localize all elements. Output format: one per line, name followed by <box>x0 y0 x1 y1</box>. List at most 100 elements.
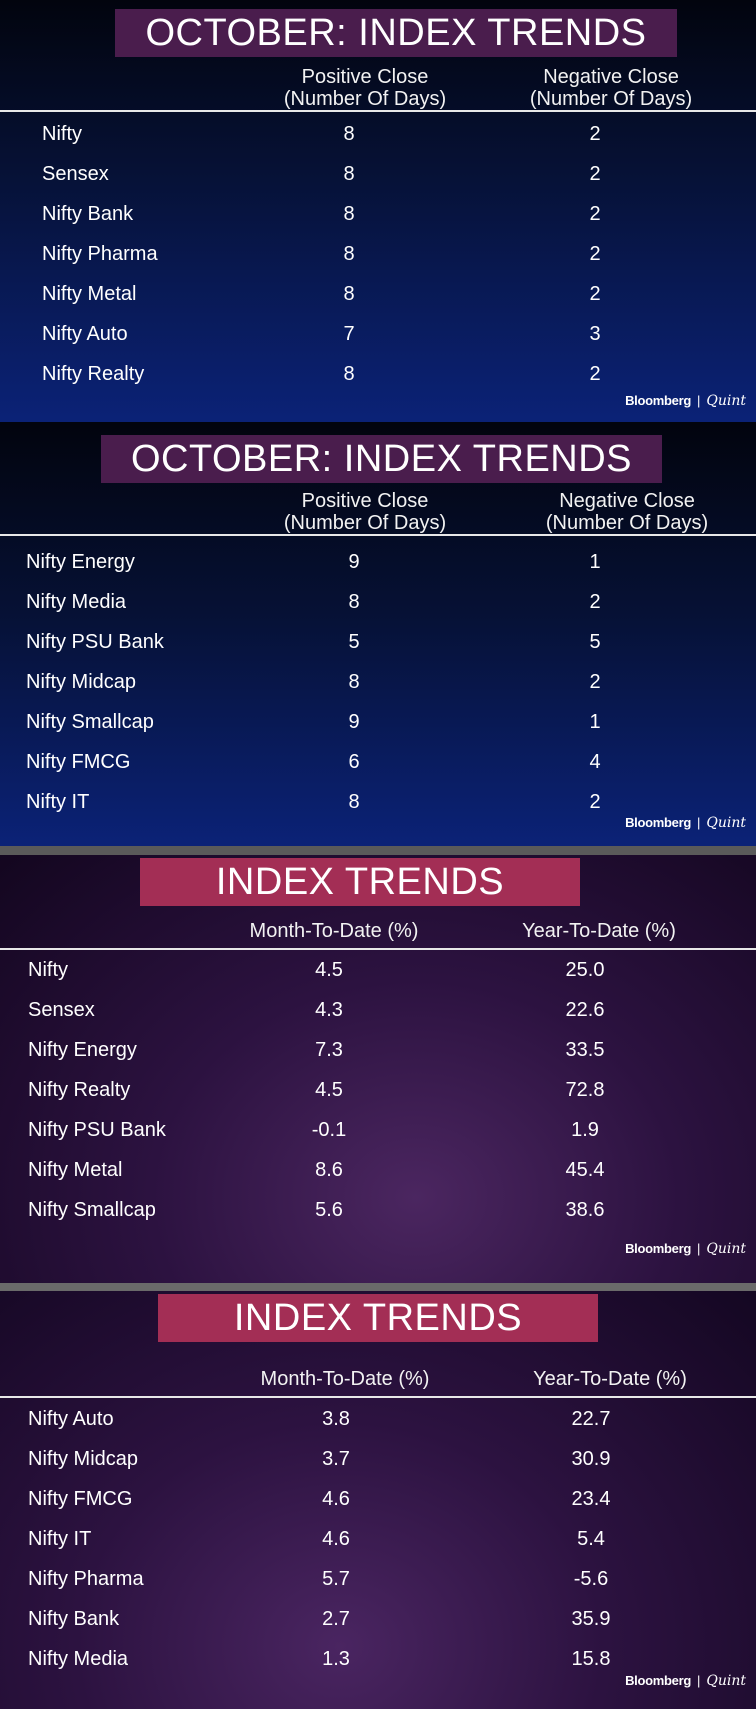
row-label: Nifty Realty <box>42 363 145 385</box>
row-value-2: 2 <box>589 203 601 225</box>
table-row: Nifty Energy 7.3 33.5 <box>0 1032 756 1068</box>
row-value-2: 2 <box>589 283 601 305</box>
row-value-1: 8 <box>343 363 355 385</box>
panel-separator <box>0 1283 756 1291</box>
table-row: Nifty PSU Bank 5 5 <box>0 624 756 660</box>
row-value-2: -5.6 <box>573 1568 609 1590</box>
table-row: Nifty Realty 8 2 <box>0 356 756 392</box>
row-value-2: 2 <box>589 163 601 185</box>
row-value-1: 4.6 <box>322 1528 350 1550</box>
row-value-2: 2 <box>589 363 601 385</box>
row-label: Nifty Pharma <box>42 243 158 265</box>
row-value-2: 72.8 <box>565 1079 605 1101</box>
table-row: Nifty PSU Bank -0.1 1.9 <box>0 1112 756 1148</box>
column-header-negative: Negative Close (Number Of Days) <box>529 66 693 110</box>
row-label: Nifty <box>42 123 82 145</box>
header-divider <box>0 534 756 536</box>
table-row: Nifty Pharma 8 2 <box>0 236 756 272</box>
row-value-1: 8 <box>348 791 360 813</box>
row-value-1: 4.6 <box>322 1488 350 1510</box>
table-row: Sensex 8 2 <box>0 156 756 192</box>
header-divider <box>0 948 756 950</box>
row-value-2: 25.0 <box>565 959 605 981</box>
row-value-1: 8 <box>343 243 355 265</box>
row-value-2: 35.9 <box>571 1608 611 1630</box>
row-value-2: 1 <box>589 711 601 733</box>
row-label: Nifty Midcap <box>28 1448 139 1470</box>
row-value-2: 4 <box>589 751 601 773</box>
table-row: Nifty Bank 8 2 <box>0 196 756 232</box>
row-label: Sensex <box>42 163 109 185</box>
table-row: Nifty 8 2 <box>0 116 756 152</box>
brand-divider: | <box>696 1241 701 1256</box>
table-row: Nifty Bank 2.7 35.9 <box>0 1601 756 1637</box>
row-value-2: 1.9 <box>571 1119 599 1141</box>
table-row: Nifty IT 8 2 <box>0 784 756 820</box>
table-row: Nifty IT 4.6 5.4 <box>0 1521 756 1557</box>
row-value-1: 3.8 <box>322 1408 350 1430</box>
brand-name: Bloomberg <box>625 1241 691 1256</box>
column-header-mtd: Month-To-Date (%) <box>249 920 419 942</box>
october-trends-table-2: OCTOBER: INDEX TRENDS Positive Close (Nu… <box>0 422 756 846</box>
row-value-2: 23.4 <box>571 1488 611 1510</box>
brand-logo: Bloomberg | Quint <box>625 815 746 831</box>
row-value-1: 9 <box>348 551 360 573</box>
brand-divider: | <box>696 1673 701 1688</box>
column-header-positive: Positive Close (Number Of Days) <box>283 490 447 534</box>
table-row: Nifty Smallcap 5.6 38.6 <box>0 1192 756 1228</box>
row-label: Nifty <box>28 959 68 981</box>
row-value-2: 2 <box>589 243 601 265</box>
row-label: Nifty PSU Bank <box>26 631 164 653</box>
row-value-2: 22.7 <box>571 1408 611 1430</box>
row-value-1: 9 <box>348 711 360 733</box>
row-label: Nifty Energy <box>26 551 135 573</box>
brand-logo: Bloomberg | Quint <box>625 1673 746 1689</box>
table-row: Nifty Media 1.3 15.8 <box>0 1641 756 1677</box>
brand-logo: Bloomberg | Quint <box>625 393 746 409</box>
row-value-1: 8 <box>348 591 360 613</box>
row-value-1: 8 <box>343 203 355 225</box>
table-row: Sensex 4.3 22.6 <box>0 992 756 1028</box>
column-header-negative: Negative Close (Number Of Days) <box>545 490 709 534</box>
row-label: Nifty Metal <box>28 1159 123 1181</box>
row-value-1: -0.1 <box>311 1119 347 1141</box>
row-value-1: 2.7 <box>322 1608 350 1630</box>
row-label: Nifty Auto <box>28 1408 114 1430</box>
brand-sub: Quint <box>706 1673 746 1689</box>
row-label: Nifty Bank <box>42 203 134 225</box>
row-value-1: 8 <box>343 283 355 305</box>
row-value-1: 4.3 <box>315 999 343 1021</box>
table-row: Nifty Auto 7 3 <box>0 316 756 352</box>
row-value-2: 3 <box>589 323 601 345</box>
row-value-1: 8 <box>343 163 355 185</box>
row-label: Nifty IT <box>28 1528 92 1550</box>
table-row: Nifty Realty 4.5 72.8 <box>0 1072 756 1108</box>
row-value-1: 5.7 <box>322 1568 350 1590</box>
brand-divider: | <box>696 815 701 830</box>
row-value-1: 5.6 <box>315 1199 343 1221</box>
panel-title: OCTOBER: INDEX TRENDS <box>115 9 677 57</box>
row-label: Nifty Media <box>28 1648 129 1670</box>
row-value-1: 4.5 <box>315 1079 343 1101</box>
row-value-1: 5 <box>348 631 360 653</box>
row-label: Nifty Midcap <box>26 671 137 693</box>
row-value-2: 30.9 <box>571 1448 611 1470</box>
row-value-2: 2 <box>589 671 601 693</box>
row-value-1: 6 <box>348 751 360 773</box>
row-value-2: 1 <box>589 551 601 573</box>
row-value-1: 8.6 <box>315 1159 343 1181</box>
table-row: Nifty Midcap 3.7 30.9 <box>0 1441 756 1477</box>
column-header-ytd: Year-To-Date (%) <box>533 1368 687 1390</box>
brand-sub: Quint <box>706 1241 746 1257</box>
table-row: Nifty 4.5 25.0 <box>0 952 756 988</box>
october-trends-table-1: OCTOBER: INDEX TRENDS Positive Close (Nu… <box>0 0 756 422</box>
row-value-1: 7 <box>343 323 355 345</box>
table-row: Nifty Smallcap 9 1 <box>0 704 756 740</box>
header-divider <box>0 1396 756 1398</box>
table-row: Nifty FMCG 4.6 23.4 <box>0 1481 756 1517</box>
table-row: Nifty Media 8 2 <box>0 584 756 620</box>
brand-name: Bloomberg <box>625 393 691 408</box>
brand-sub: Quint <box>706 815 746 831</box>
row-value-2: 22.6 <box>565 999 605 1021</box>
row-value-2: 45.4 <box>565 1159 605 1181</box>
